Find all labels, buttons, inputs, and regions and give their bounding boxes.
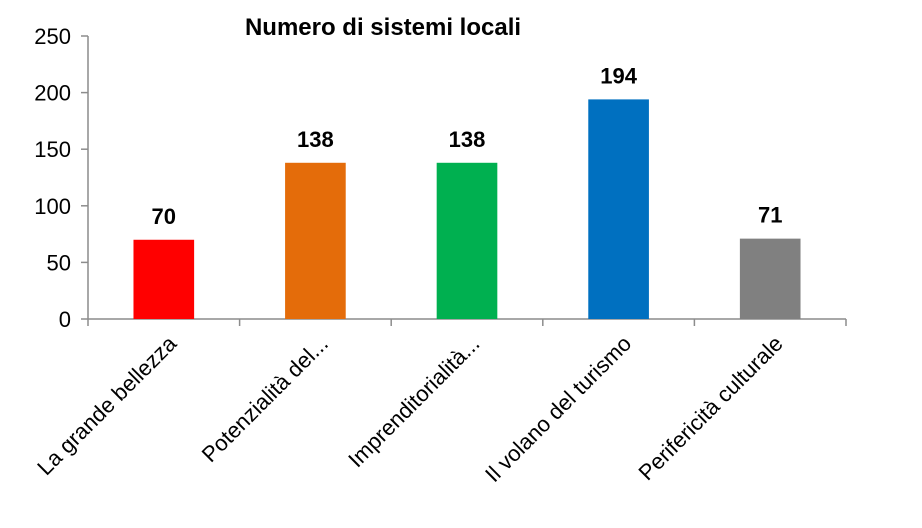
bar (285, 162, 346, 319)
data-label: 70 (152, 204, 176, 229)
y-tick-label: 200 (34, 81, 71, 106)
data-label: 138 (297, 127, 334, 152)
bar (436, 162, 498, 319)
category-label: La grande bellezza (32, 330, 182, 480)
category-label: Potenzialità del... (197, 331, 333, 467)
y-tick-label: 0 (59, 307, 71, 332)
bar (739, 238, 801, 319)
y-tick-label: 100 (34, 194, 71, 219)
data-label: 138 (449, 127, 486, 152)
category-label: Il volano del turismo (480, 331, 636, 487)
category-label: Perifericità culturale (633, 331, 787, 485)
category-labels: La grande bellezza Potenzialità del... Imp… (32, 330, 788, 487)
data-label: 194 (600, 63, 637, 88)
x-axis (87, 318, 847, 326)
y-tick-label: 150 (34, 137, 71, 162)
category-label: Imprenditorialità... (343, 331, 484, 472)
bars (133, 99, 801, 319)
chart-title: Numero di sistemi locali (245, 14, 521, 41)
y-tick-label: 250 (34, 24, 71, 49)
data-label: 71 (758, 203, 782, 228)
data-labels: 70 138 138 194 71 (152, 63, 783, 228)
y-axis: 0 50 100 150 200 250 (34, 24, 89, 332)
bar (588, 99, 649, 319)
y-tick-label: 50 (47, 250, 71, 275)
bar (133, 239, 195, 319)
